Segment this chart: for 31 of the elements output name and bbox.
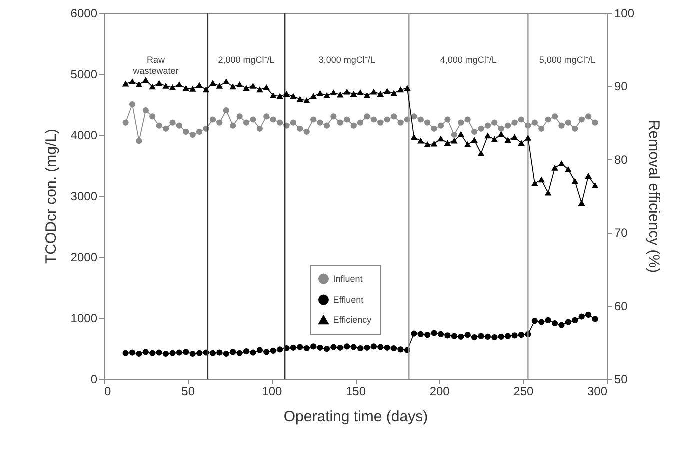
annotation: 3,000 mgCl⁻/L [318, 55, 376, 65]
y-tick-label: 1000 [70, 312, 98, 326]
x-tick-label: 250 [514, 384, 534, 398]
y-tick-label: 6000 [70, 6, 98, 20]
x-tick-label: 0 [104, 384, 112, 398]
y2-tick-label: 90 [614, 80, 628, 94]
y2-tick-label: 100 [614, 6, 635, 20]
x-tick-label: 150 [346, 384, 366, 398]
y2-tick-label: 60 [614, 299, 628, 314]
y2-axis-title: Removal efficiency (%) [646, 120, 663, 274]
y-tick-label: 0 [90, 372, 98, 386]
y2-tick-label: 80 [614, 152, 628, 167]
x-axis-title: Operating time (days) [284, 408, 428, 426]
annotation: Raw wastewater [132, 55, 179, 76]
x-tick-label: 100 [262, 384, 282, 398]
y-tick-label: 5000 [70, 68, 98, 82]
annotation: 4,000 mgCl⁻/L [440, 55, 497, 65]
legend-label: Efficiency [333, 315, 372, 326]
x-tick-label: 300 [587, 384, 608, 398]
annotation: 5,000 mgCl⁻/L [539, 55, 596, 65]
y2-tick-label: 70 [614, 226, 628, 240]
y2-tick-label: 50 [614, 372, 628, 386]
legend-label: Effluent [333, 295, 364, 306]
legend-label: Influent [333, 274, 364, 284]
x-tick-label: 200 [430, 384, 450, 398]
y-axis-title: TCODcr con. (mg/L) [42, 128, 60, 264]
x-tick-label: 50 [182, 384, 196, 398]
y-tick-label: 3000 [70, 190, 98, 204]
annotation: 2,000 mgCl⁻/L [218, 55, 275, 65]
y-tick-label: 2000 [70, 250, 98, 264]
y-tick-label: 4000 [70, 128, 98, 142]
